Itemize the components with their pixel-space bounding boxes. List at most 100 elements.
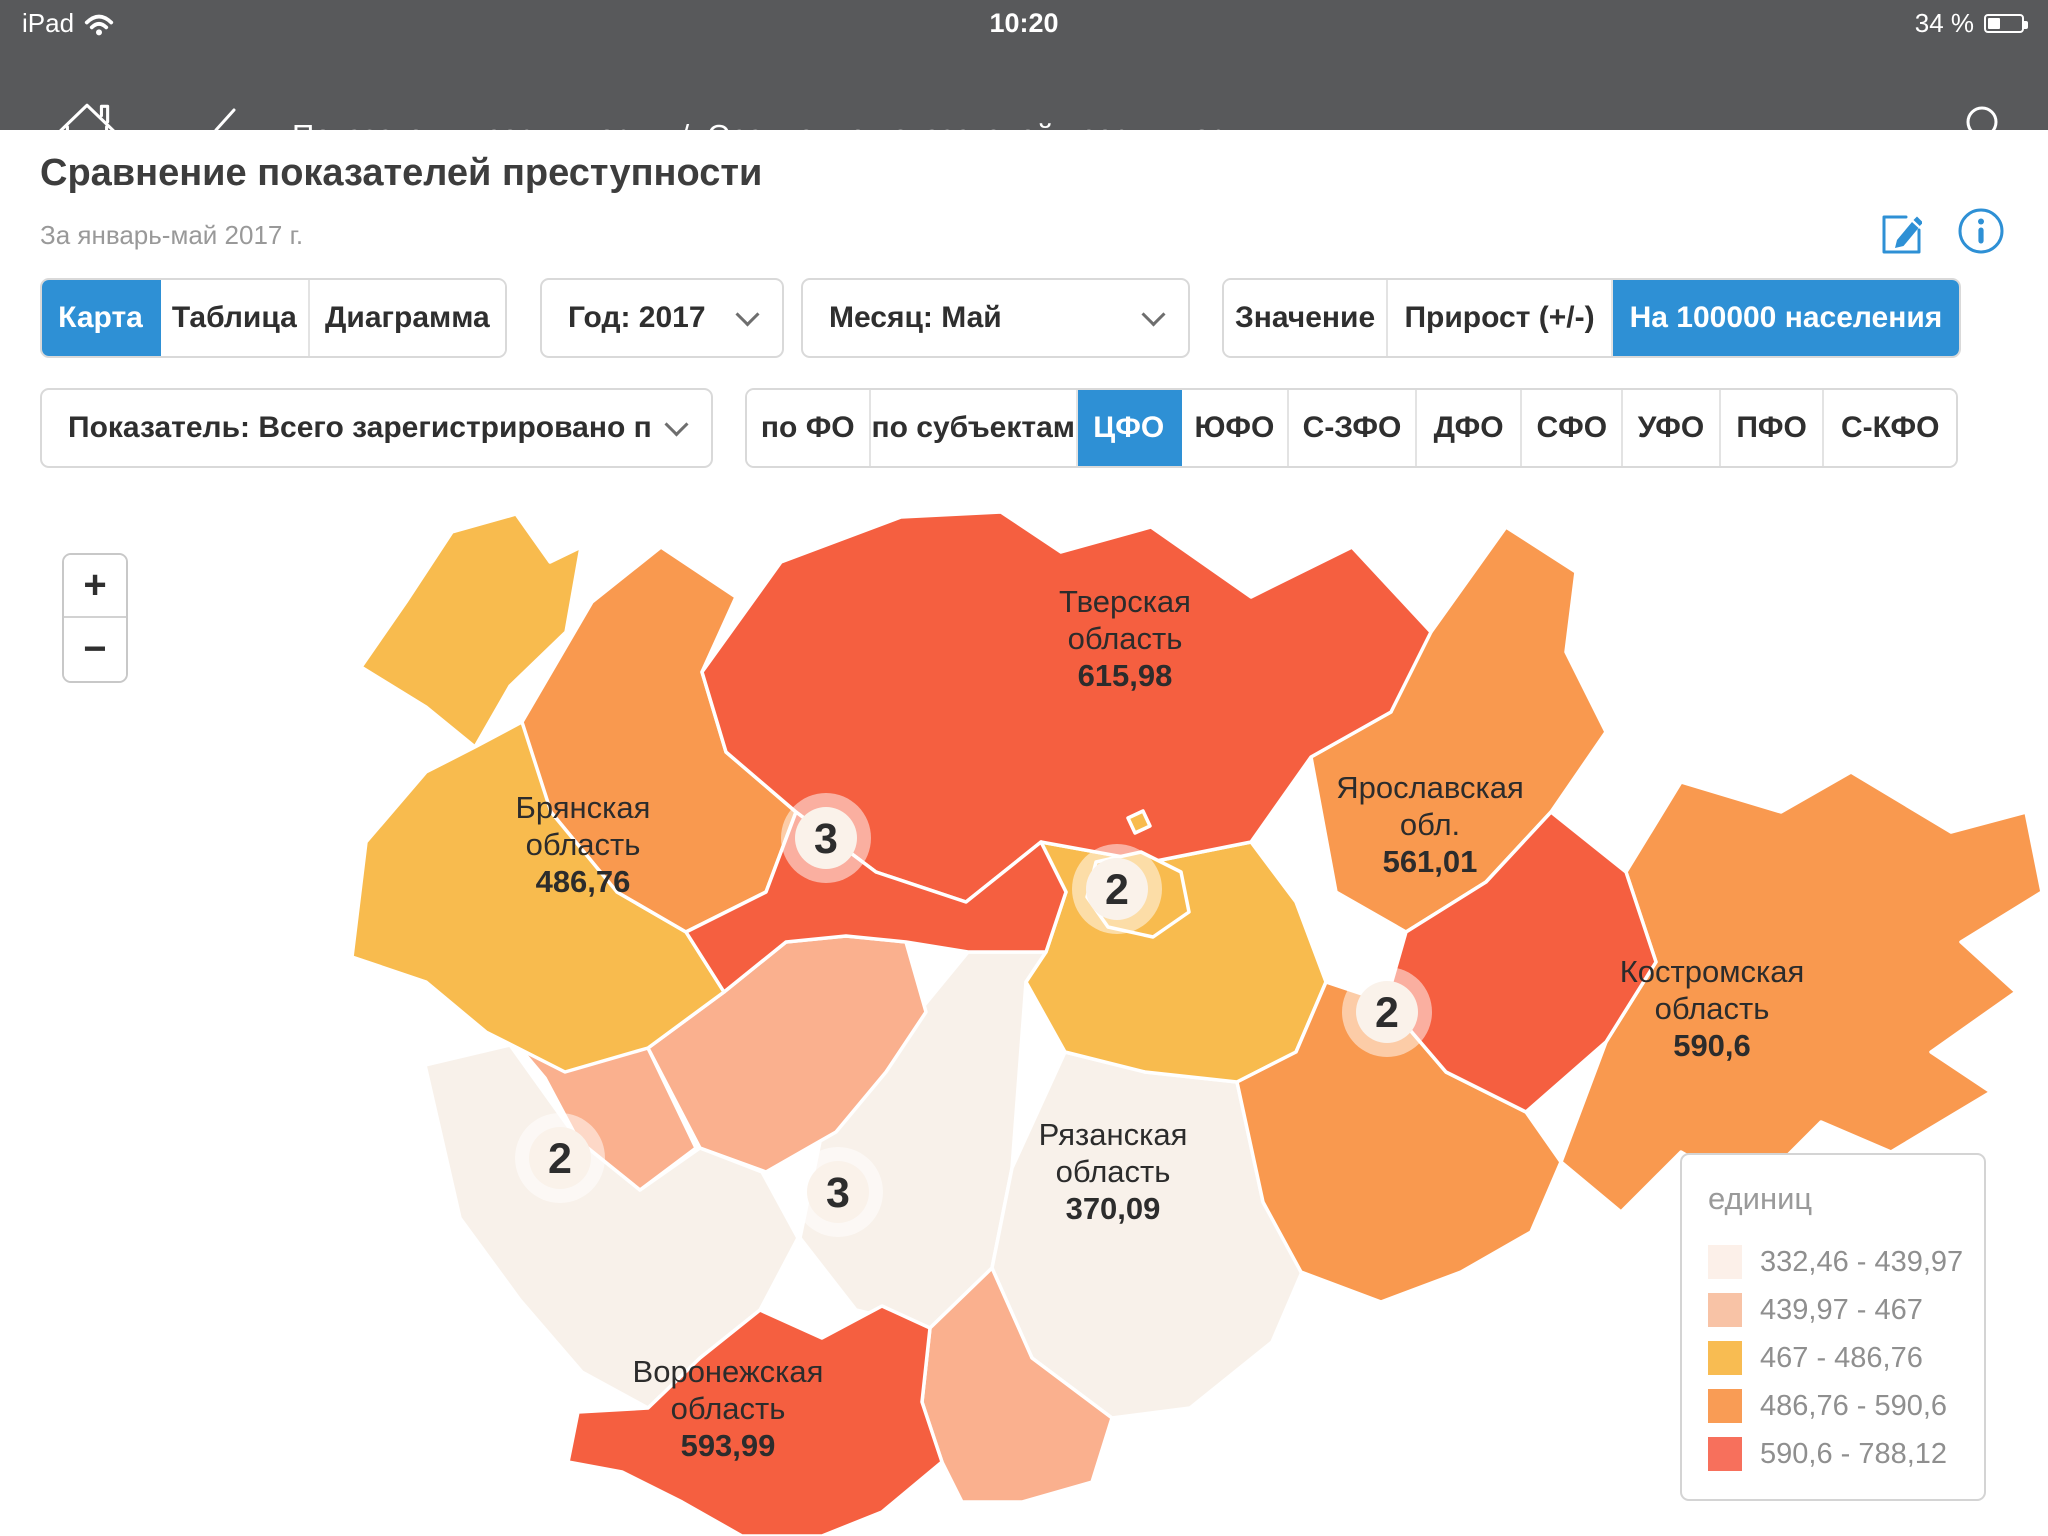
home-icon[interactable]: [54, 96, 120, 162]
legend-item: 486,76 - 590,6: [1708, 1389, 1984, 1423]
svg-text:370,09: 370,09: [1066, 1191, 1161, 1226]
tab-dfo[interactable]: ДФО: [1416, 390, 1523, 466]
label-bryansk: Брянская область 486,76: [516, 790, 651, 899]
month-dropdown-value: Месяц: Май: [829, 301, 1002, 334]
district-tabs: по ФО по субъектам ЦФО ЮФО С-ЗФО ДФО СФО…: [745, 388, 1958, 468]
cluster-marker[interactable]: 3: [781, 793, 871, 883]
svg-text:Ярославская: Ярославская: [1336, 770, 1524, 805]
tab-per-100000[interactable]: На 100000 населения: [1612, 280, 1959, 356]
legend-swatch: [1708, 1341, 1742, 1375]
tab-pfo[interactable]: ПФО: [1720, 390, 1825, 466]
value-mode-tabs: Значение Прирост (+/-) На 100000 населен…: [1222, 278, 1961, 358]
svg-text:Тверская: Тверская: [1059, 584, 1191, 619]
region-moscow-enclave[interactable]: [1126, 809, 1152, 835]
svg-text:615,98: 615,98: [1078, 658, 1173, 693]
svg-text:Рязанская: Рязанская: [1039, 1117, 1188, 1152]
legend-swatch: [1708, 1293, 1742, 1327]
map-legend: единиц 332,46 - 439,97 439,97 - 467 467 …: [1680, 1153, 1986, 1501]
choropleth-map[interactable]: Тверская область 615,98 Ярославская обл.…: [0, 500, 2048, 1536]
battery-icon: [1984, 14, 2028, 33]
legend-item: 332,46 - 439,97: [1708, 1245, 1984, 1279]
tab-yufo[interactable]: ЮФО: [1181, 390, 1290, 466]
svg-text:2: 2: [1105, 866, 1129, 914]
svg-text:561,01: 561,01: [1383, 844, 1478, 879]
region-voronezh[interactable]: [566, 1304, 944, 1536]
cluster-marker[interactable]: 3: [793, 1147, 883, 1237]
chevron-down-icon: [664, 411, 689, 437]
legend-item: 467 - 486,76: [1708, 1341, 1984, 1375]
legend-title: единиц: [1708, 1181, 1813, 1216]
chevron-down-icon: [1141, 301, 1166, 327]
svg-text:область: область: [1655, 991, 1770, 1026]
svg-text:2: 2: [548, 1135, 572, 1183]
year-dropdown[interactable]: Год: 2017: [540, 278, 784, 358]
svg-text:3: 3: [826, 1169, 850, 1217]
nav-bar: Показатели преступности / Сравнение пока…: [0, 44, 2048, 158]
label-yaroslavl: Ярославская обл. 561,01: [1336, 770, 1524, 879]
tab-skfo[interactable]: С-КФО: [1824, 390, 1956, 466]
cluster-marker[interactable]: 2: [1072, 844, 1162, 934]
svg-text:593,99: 593,99: [681, 1428, 776, 1463]
svg-text:Костромская: Костромская: [1620, 954, 1805, 989]
edit-icon[interactable]: [1872, 206, 1922, 256]
tab-growth[interactable]: Прирост (+/-): [1388, 280, 1613, 356]
month-dropdown[interactable]: Месяц: Май: [801, 278, 1190, 358]
back-chevron-icon[interactable]: [208, 106, 242, 154]
top-header: iPad 10:20 34 % Показатели преступности …: [0, 0, 2048, 158]
tab-po-subjektam[interactable]: по субъектам: [870, 390, 1078, 466]
battery-percent: 34 %: [1914, 8, 1974, 38]
tab-map[interactable]: Карта: [42, 280, 161, 356]
svg-text:2: 2: [1375, 989, 1399, 1037]
legend-swatch: [1708, 1245, 1742, 1279]
cluster-marker[interactable]: 2: [515, 1113, 605, 1203]
svg-text:590,6: 590,6: [1673, 1028, 1751, 1063]
info-icon[interactable]: [1956, 206, 2006, 256]
svg-text:3: 3: [814, 815, 838, 863]
svg-text:область: область: [526, 827, 641, 862]
year-dropdown-value: Год: 2017: [568, 301, 706, 334]
carrier-label: iPad: [22, 8, 75, 38]
breadcrumb: Показатели преступности / Сравнение пока…: [292, 118, 1257, 154]
zoom-out-button[interactable]: −: [64, 618, 126, 681]
map-zoom-control: + −: [62, 553, 128, 683]
search-icon[interactable]: [1962, 102, 2010, 150]
tab-sfo[interactable]: СФО: [1522, 390, 1624, 466]
label-voronezh: Воронежская область 593,99: [633, 1354, 824, 1463]
tab-po-fo[interactable]: по ФО: [747, 390, 871, 466]
indicator-dropdown[interactable]: Показатель: Всего зарегистрировано про: [40, 388, 713, 468]
legend-item: 439,97 - 467: [1708, 1293, 1984, 1327]
svg-text:обл.: обл.: [1400, 807, 1460, 842]
tab-szfo[interactable]: С-ЗФО: [1289, 390, 1417, 466]
region-northwest-hook[interactable]: [359, 512, 583, 749]
chevron-down-icon: [735, 301, 760, 327]
svg-text:486,76: 486,76: [536, 864, 631, 899]
zoom-in-button[interactable]: +: [64, 555, 126, 618]
svg-text:область: область: [1056, 1154, 1171, 1189]
tab-value[interactable]: Значение: [1224, 280, 1389, 356]
cluster-marker[interactable]: 2: [1342, 967, 1432, 1057]
legend-swatch: [1708, 1437, 1742, 1471]
region-smolensk[interactable]: [684, 810, 1068, 994]
breadcrumb-parent-link[interactable]: Показатели преступности: [292, 118, 663, 153]
clock: 10:20: [989, 8, 1059, 38]
tab-table[interactable]: Таблица: [160, 280, 310, 356]
label-tver: Тверская область 615,98: [1059, 584, 1191, 693]
page-subtitle: За январь-май 2017 г.: [40, 220, 304, 250]
status-bar: iPad 10:20 34 %: [0, 0, 2048, 44]
region-kostroma[interactable]: [1559, 770, 2044, 1214]
svg-text:область: область: [671, 1391, 786, 1426]
legend-swatch: [1708, 1389, 1742, 1423]
page-title: Сравнение показателей преступности: [40, 152, 763, 194]
tab-diagram[interactable]: Диаграмма: [309, 280, 505, 356]
svg-text:Брянская: Брянская: [516, 790, 651, 825]
tab-ufo[interactable]: УФО: [1623, 390, 1721, 466]
tab-cfo[interactable]: ЦФО: [1077, 390, 1182, 466]
breadcrumb-separator: /: [680, 118, 690, 153]
legend-item: 590,6 - 788,12: [1708, 1437, 1984, 1471]
label-kostroma: Костромская область 590,6: [1620, 954, 1805, 1063]
svg-text:область: область: [1068, 621, 1183, 656]
breadcrumb-current: Сравнение показателей преступности: [707, 118, 1258, 153]
view-mode-tabs: Карта Таблица Диаграмма: [40, 278, 507, 358]
indicator-dropdown-value: Показатель: Всего зарегистрировано про: [68, 411, 650, 444]
svg-text:Воронежская: Воронежская: [633, 1354, 824, 1389]
